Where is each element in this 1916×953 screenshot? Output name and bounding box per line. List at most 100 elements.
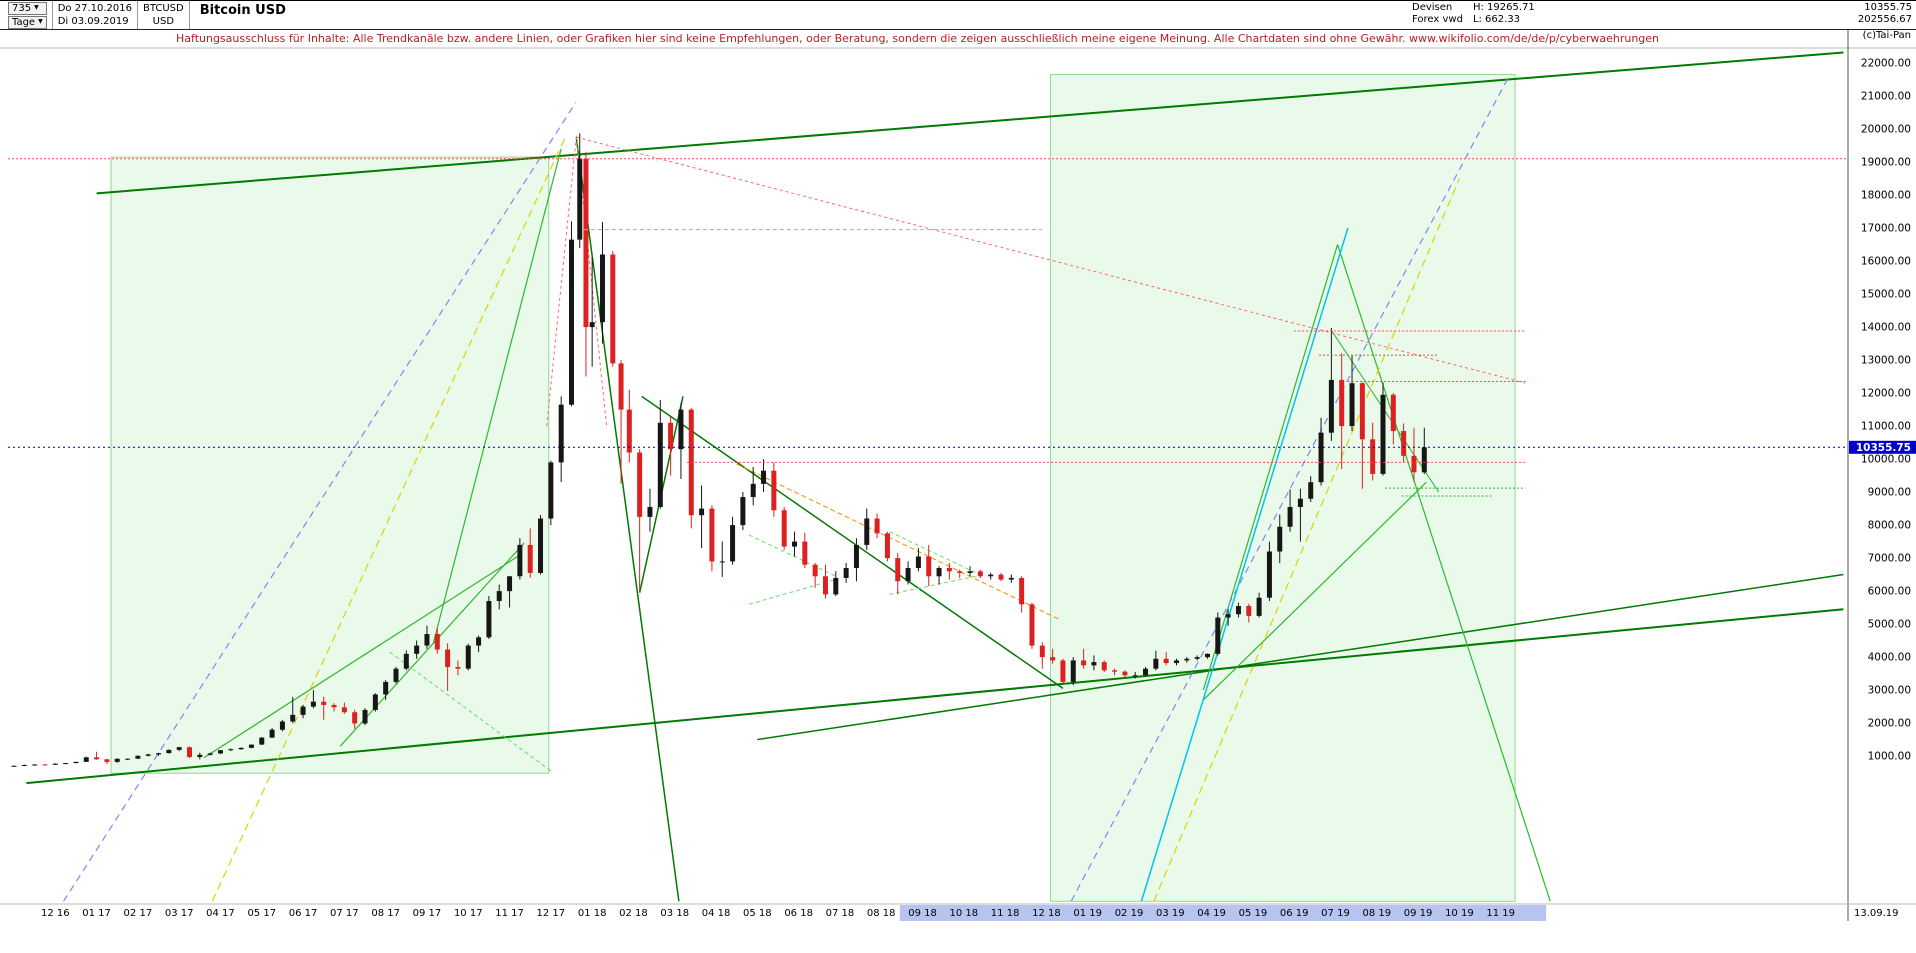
price-tick-label: 9000.00	[1868, 487, 1911, 499]
candle-body	[1070, 660, 1076, 682]
last-update-date: 13.09.19	[1854, 908, 1899, 919]
time-tick-label: 07 18	[826, 908, 855, 919]
candle-body	[626, 409, 632, 453]
candle-body	[1039, 645, 1045, 658]
candle-body	[1421, 447, 1427, 473]
price-tick-label: 6000.00	[1868, 586, 1911, 598]
candle-body	[1359, 383, 1365, 440]
price-tick-label: 8000.00	[1868, 520, 1911, 532]
candle-body	[238, 747, 244, 750]
candle-body	[618, 363, 624, 410]
price-tick-label: 2000.00	[1868, 718, 1911, 730]
candle-body	[1112, 670, 1118, 672]
time-tick-label: 10 19	[1445, 908, 1474, 919]
price-tick-label: 7000.00	[1868, 553, 1911, 565]
candle-body	[507, 576, 513, 592]
candle-body	[52, 763, 58, 765]
time-tick-label: 12 18	[1032, 908, 1061, 919]
candle-body	[709, 508, 715, 562]
candle-body	[1029, 604, 1035, 646]
price-tick-label: 11000.00	[1861, 421, 1911, 433]
candle-body	[905, 568, 911, 582]
candle-body	[310, 701, 316, 707]
price-tick-label: 17000.00	[1861, 223, 1911, 235]
candle-body	[465, 645, 471, 669]
candle-body	[977, 571, 983, 577]
time-tick-label: 02 18	[619, 908, 648, 919]
period-unit-dropdown[interactable]: Tage ▼	[8, 15, 47, 29]
candle-body	[517, 544, 523, 577]
price-tick-label: 3000.00	[1868, 685, 1911, 697]
candle-body	[1235, 605, 1241, 615]
peak-to-2019-red	[576, 136, 1526, 384]
currency-label: USD	[152, 15, 175, 27]
major-channel-top	[96, 51, 1844, 195]
fan-blue-2017	[63, 102, 577, 902]
candle-body	[1401, 431, 1407, 456]
rally17-steep	[432, 148, 562, 645]
candle-body	[135, 755, 141, 759]
rally17-support-2	[339, 542, 525, 747]
candle-body	[1277, 526, 1283, 552]
candle-body	[699, 508, 705, 516]
candle-body	[1143, 668, 1149, 676]
volume-label: 202556.67	[1857, 14, 1912, 25]
candle-body	[864, 518, 870, 545]
period-count-dropdown[interactable]: 735 ▼	[8, 1, 47, 15]
candle-body	[1308, 482, 1314, 499]
time-tick-label: 01 18	[578, 908, 607, 919]
time-tick-label: 02 17	[124, 908, 153, 919]
candle-body	[750, 483, 756, 498]
timeline-highlight-band[interactable]	[899, 905, 1547, 921]
time-tick-label: 10 18	[950, 908, 979, 919]
candle-body	[434, 634, 440, 650]
rally17-support-1	[203, 555, 519, 759]
candle-body	[915, 556, 921, 569]
date-to: Di 03.09.2019	[57, 15, 129, 27]
period-unit-value: Tage	[12, 16, 36, 28]
time-tick-label: 06 17	[289, 908, 318, 919]
candle-body	[259, 737, 265, 745]
candle-body	[1390, 394, 1396, 432]
candle-body	[988, 574, 994, 577]
session-low-label: L: 662.33	[1472, 14, 1521, 25]
candle-body	[300, 706, 306, 715]
price-tick-label: 12000.00	[1861, 388, 1911, 400]
candle-body	[998, 574, 1004, 580]
category-label: Devisen	[1412, 2, 1453, 13]
candle-body	[21, 764, 27, 766]
chevron-down-icon: ▼	[34, 4, 39, 11]
price-axis-labels: 1000.00 2000.00 3000.00 4000.00 5000.00 6000.…	[1861, 58, 1911, 763]
price-tick-label: 22000.00	[1861, 58, 1911, 70]
candle-body	[1060, 660, 1066, 682]
candle-body	[781, 510, 787, 547]
rally19-mirror-down	[1336, 244, 1551, 902]
candle-body	[290, 714, 296, 722]
candle-body	[1256, 597, 1262, 616]
candle-body	[957, 571, 963, 573]
candle-body	[341, 707, 347, 713]
candle-body	[331, 704, 337, 708]
candle-body	[637, 452, 643, 517]
candle-body	[1091, 662, 1097, 666]
price-tick-label: 10000.00	[1861, 454, 1911, 466]
downtrend18-orange	[736, 463, 1060, 620]
trendlines	[26, 51, 1844, 902]
candle-body	[843, 568, 849, 578]
pennant18-top	[748, 534, 837, 577]
horizontal-levels	[8, 158, 1848, 497]
peak-crash-line	[575, 138, 680, 902]
time-tick-label: 01 19	[1073, 908, 1102, 919]
candle-body	[445, 649, 451, 668]
candle-body	[792, 541, 798, 547]
candle-body	[32, 764, 38, 766]
time-tick-label: 08 17	[371, 908, 400, 919]
time-tick-label: 04 19	[1197, 908, 1226, 919]
candle-body	[176, 747, 182, 750]
instrument-title: Bitcoin USD	[199, 3, 286, 18]
time-axis-labels: 12 16 01 17 02 17 03 17 04 17 05 17 06 17 07 17…	[41, 908, 1515, 919]
candle-body	[321, 701, 327, 705]
candle-body	[197, 754, 203, 757]
